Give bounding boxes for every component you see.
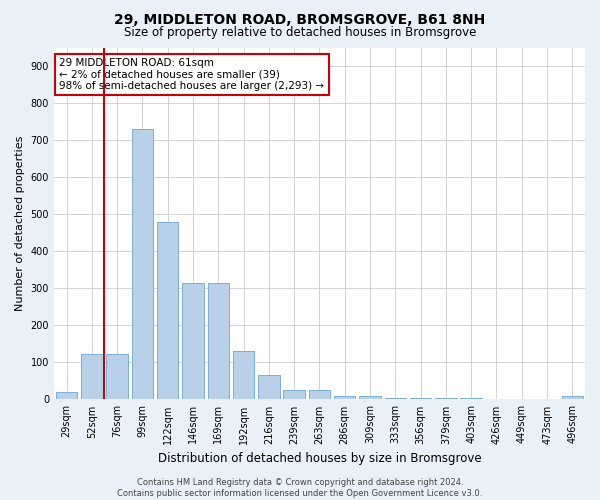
Text: 29 MIDDLETON ROAD: 61sqm
← 2% of detached houses are smaller (39)
98% of semi-de: 29 MIDDLETON ROAD: 61sqm ← 2% of detache… [59,58,325,92]
Bar [258,376,280,400]
Bar [435,398,457,400]
Bar [385,398,406,400]
Bar [131,129,153,400]
Text: Size of property relative to detached houses in Bromsgrove: Size of property relative to detached ho… [124,26,476,39]
Bar [460,398,482,400]
Y-axis label: Number of detached properties: Number of detached properties [15,136,25,311]
X-axis label: Distribution of detached houses by size in Bromsgrove: Distribution of detached houses by size … [158,452,481,465]
Bar [334,396,355,400]
Bar [309,390,330,400]
Bar [81,354,103,400]
Text: 29, MIDDLETON ROAD, BROMSGROVE, B61 8NH: 29, MIDDLETON ROAD, BROMSGROVE, B61 8NH [115,12,485,26]
Bar [182,282,204,400]
Bar [106,354,128,400]
Bar [283,390,305,400]
Bar [359,396,381,400]
Bar [562,396,583,400]
Bar [56,392,77,400]
Bar [233,352,254,400]
Text: Contains HM Land Registry data © Crown copyright and database right 2024.
Contai: Contains HM Land Registry data © Crown c… [118,478,482,498]
Bar [208,282,229,400]
Bar [157,222,178,400]
Bar [410,398,431,400]
